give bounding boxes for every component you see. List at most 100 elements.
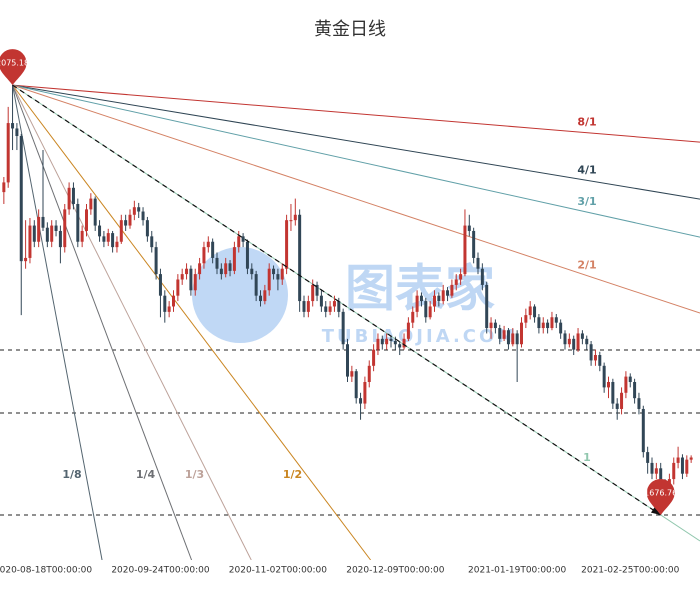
fan-label: 8/1 [577,116,596,129]
candle-body [67,187,71,210]
candle-body [58,230,62,248]
candle-body [15,128,19,137]
fan-line [12,84,700,143]
x-tick-label: 2020-08-18T00:00:00 [0,566,92,576]
candle-body [611,381,615,404]
candle-body [372,349,376,366]
trend-arrow [12,84,662,516]
candle-body [528,306,532,316]
candle-body [380,338,384,345]
candle-body [106,233,110,242]
candle-body [132,207,136,215]
candle-body [354,371,358,399]
x-tick-label: 2020-12-09T00:00:00 [346,566,444,576]
candle-body [446,290,450,296]
candle-body [293,214,297,221]
candle-body [167,306,171,312]
candle-body [263,290,267,302]
candle-body [485,284,489,329]
fan-label: 3/1 [577,195,596,208]
candle-body [276,274,280,280]
candle-body [472,230,476,258]
candle-body [128,214,132,226]
x-tick-label: 2021-02-25T00:00:00 [581,566,679,576]
candle-body [250,268,254,275]
candle-body [176,279,180,296]
candle-body [554,317,558,323]
candle-body [259,295,262,302]
candle-body [502,330,506,339]
fan-line [12,84,252,560]
candle-body [459,274,463,280]
candle-body [280,268,284,280]
fan-line [12,84,700,200]
candle-body [689,457,693,460]
candle-body [572,338,576,350]
candle-body [206,241,210,248]
candle-body [76,203,80,242]
candle-body [115,241,119,248]
candle-body [563,333,567,345]
candle-body [589,344,593,361]
candle-body [559,322,563,334]
candle-body [607,381,610,388]
fan-line [12,84,700,314]
candle-body [189,268,193,291]
candle-body [406,322,410,339]
candle-body [232,247,236,271]
candle-body [641,408,645,453]
candle-body [424,301,428,318]
candle-body [93,198,97,226]
candle-body [54,225,58,231]
candle-body [433,295,436,307]
candle-body [319,295,323,307]
candle-body [393,340,397,345]
candle-body [650,462,654,474]
candle-body [267,268,271,291]
candle-body [428,306,432,318]
candle-body [620,392,624,409]
candle-body [41,216,45,228]
x-tick-label: 2021-01-19T00:00:00 [468,566,566,576]
candle-body [624,376,628,393]
candle-body [633,381,637,399]
candle-body [154,247,158,275]
candle-body [676,457,680,463]
candle-body [328,306,332,312]
candle-body [211,241,215,258]
candle-body [150,236,154,248]
chart-title: 黄金日线 [314,19,386,40]
candle-body [550,317,554,329]
candle-body [441,290,445,302]
candle-body [37,216,41,242]
candle-body [506,330,510,345]
candle-body [567,338,571,345]
candle-body [454,279,458,285]
candle-body [202,247,206,264]
candle-body [141,211,145,221]
candle-body [224,263,228,275]
candle-body [228,263,232,271]
candle-body [350,371,354,377]
candle-body [437,295,441,302]
fan-label: 1/4 [136,468,156,481]
fan-label: 1/8 [62,468,81,481]
candle-body [245,241,249,269]
high-pin-shape [0,49,27,86]
candle-body [89,198,93,210]
candle-body [489,322,493,329]
candle-body [498,328,502,339]
candle-body [28,225,32,258]
candle-body [480,268,484,285]
candle-body [193,274,197,291]
x-tick-label: 2020-09-24T00:00:00 [111,566,209,576]
candle-body [241,236,245,242]
candle-body [585,338,589,345]
candle-body [654,468,658,474]
plot [0,84,700,560]
candle-body [672,462,676,480]
fan-label: 2/1 [577,259,596,272]
candle-body [272,268,276,275]
candle-body [476,257,480,269]
